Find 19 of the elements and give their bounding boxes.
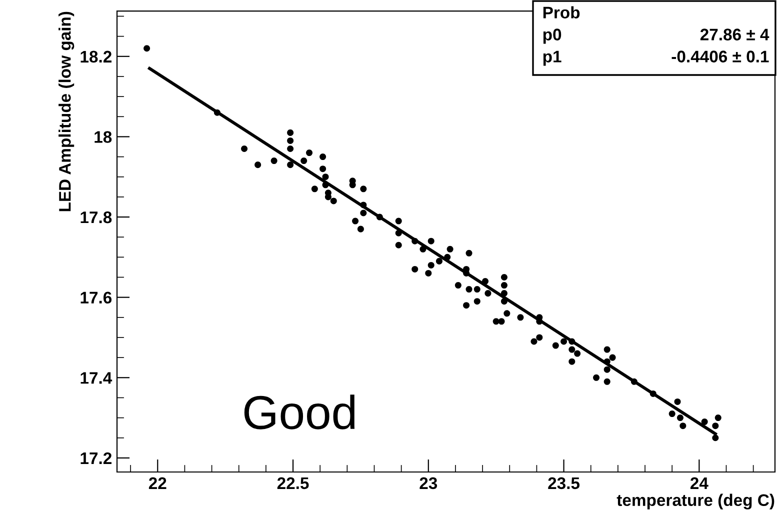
x-tick-label: 22.5 [277,477,309,490]
y-tick-label: 17.8 [80,211,112,224]
y-tick-label: 18.2 [80,50,112,63]
annotation: p0 [543,28,562,44]
y-tick-label: 18 [94,131,112,143]
y-tick-label: 17.2 [80,452,112,464]
y-tick-label: 17.6 [80,292,112,304]
y-tick-label: 17.4 [80,372,112,384]
annotation: p1 [543,50,562,66]
x-tick-label: 23.5 [548,477,580,490]
annotation: -0.4406 ± 0.1 [672,50,769,62]
x-axis-title: temperature (deg C) [616,494,774,510]
annotation: Good [244,394,355,430]
x-tick-label: 23 [420,477,438,490]
x-tick-label: 24 [690,477,708,489]
annotation: Prob [543,6,580,18]
x-tick-label: 22 [148,477,166,489]
y-axis-title: LED Amplitude (low gain) [58,12,74,212]
annotation: 27.86 ± 4 [700,28,770,40]
